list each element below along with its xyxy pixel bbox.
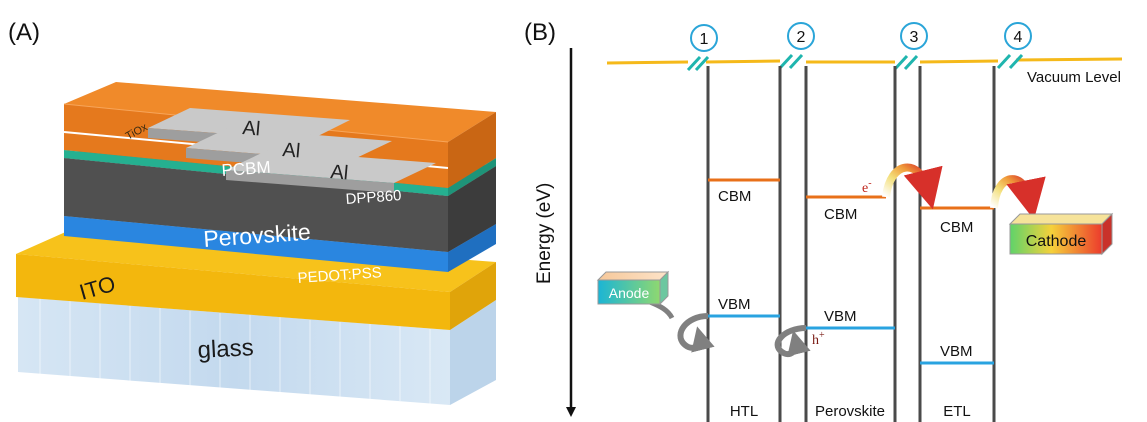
perovskite-cbm-label: CBM: [824, 206, 857, 223]
panel-a-label: (A): [8, 19, 40, 46]
al-electrodes: [148, 108, 436, 193]
al-label-2: Al: [282, 139, 302, 162]
interface-breaks: [686, 53, 1024, 72]
ito-layer: [16, 230, 496, 330]
htl-cbm-label: CBM: [718, 188, 751, 205]
perovskite-vbm-label: VBM: [824, 308, 857, 325]
interface-marker-2: 2: [787, 22, 815, 50]
al-label-1: Al: [242, 117, 262, 140]
column-lines: [706, 66, 996, 422]
panel-b-label: (B): [524, 19, 556, 46]
pedot-label: PEDOT:PSS: [297, 264, 382, 287]
glass-layer: [18, 297, 496, 405]
anode-label: Anode: [609, 285, 650, 301]
hole-transfer-arrow-2: [774, 325, 811, 358]
al-label-3: Al: [330, 161, 350, 184]
glass-label: glass: [197, 334, 254, 364]
htl-vbm-label: VBM: [718, 296, 751, 313]
vacuum-level: [606, 57, 1123, 65]
hole-label: h+: [812, 330, 825, 348]
htl-label: HTL: [730, 403, 758, 420]
svg-text:4: 4: [1014, 29, 1023, 46]
cathode-box: Cathode: [1008, 212, 1114, 256]
svg-text:2: 2: [797, 29, 806, 46]
cathode-label: Cathode: [1026, 233, 1087, 250]
panel-b: (B) Energy (eV) Vacuum Level 1: [524, 19, 1123, 422]
etl-cbm-label: CBM: [940, 219, 973, 236]
vacuum-level-label: Vacuum Level: [1027, 69, 1121, 86]
electron-transfer-arrow-1: [882, 163, 943, 210]
electron-label: e-: [862, 178, 872, 196]
svg-text:3: 3: [910, 29, 919, 46]
svg-text:1: 1: [700, 31, 709, 48]
dpp-label: DPP860: [345, 187, 402, 208]
hole-transfer-arrow-1: [677, 313, 715, 353]
interface-marker-3: 3: [900, 22, 928, 50]
anode-box: Anode: [596, 270, 670, 306]
panel-a: (A): [8, 19, 496, 405]
interface-marker-4: 4: [1004, 22, 1032, 50]
al-strip-3: [226, 150, 436, 193]
energy-axis-label: Energy (eV): [534, 183, 555, 284]
pcbm-label: PCBM: [221, 158, 271, 180]
electron-transfer-arrow-2: [990, 175, 1046, 220]
interface-marker-1: 1: [690, 24, 718, 52]
perovskite-column-label: Perovskite: [815, 403, 885, 420]
etl-label: ETL: [943, 403, 971, 420]
etl-vbm-label: VBM: [940, 343, 973, 360]
